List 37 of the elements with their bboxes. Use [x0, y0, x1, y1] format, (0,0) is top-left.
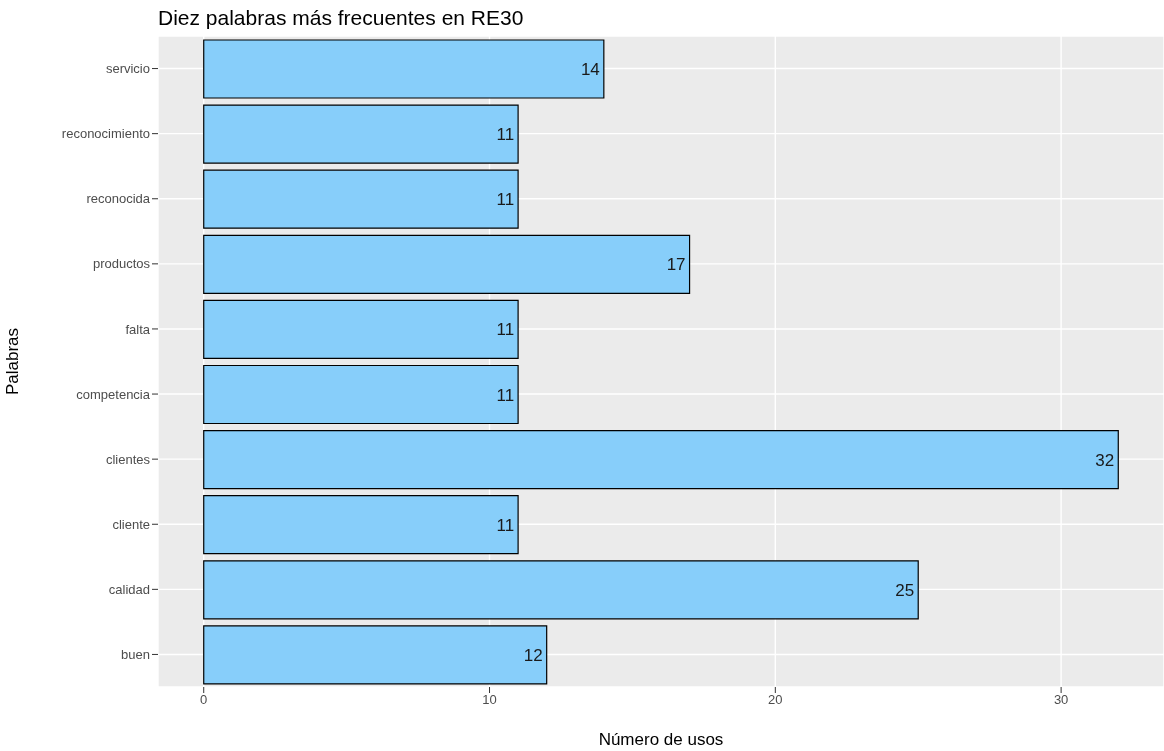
chart-title: Diez palabras más frecuentes en RE30: [158, 6, 524, 30]
y-tick-label: competencia: [76, 386, 151, 402]
data-label: 11: [496, 320, 515, 340]
bar: [203, 299, 519, 359]
bar: [203, 364, 519, 425]
y-tick-label: reconocimiento: [61, 126, 150, 142]
x-tick-label: 20: [768, 692, 783, 708]
data-label: 25: [895, 580, 915, 600]
y-tick-label: clientes: [105, 451, 151, 467]
bar: [203, 169, 519, 229]
data-label: 11: [496, 515, 515, 535]
y-tick-label: productos: [92, 256, 151, 272]
x-tick-label: 0: [200, 692, 208, 708]
data-label: 17: [666, 255, 686, 275]
bar: [203, 39, 605, 99]
data-label: 12: [523, 645, 543, 665]
y-tick-label: cliente: [112, 516, 150, 532]
data-label: 11: [496, 385, 515, 405]
bar: [203, 625, 548, 685]
y-tick-label: calidad: [108, 581, 150, 597]
bar: [203, 560, 919, 620]
y-tick-label: reconocida: [86, 191, 151, 207]
y-tick-label: servicio: [105, 61, 150, 77]
x-tick-label: 10: [482, 692, 497, 708]
data-label: 14: [580, 60, 600, 80]
y-axis-title: Palabras: [3, 327, 23, 396]
bar: [203, 430, 1119, 490]
x-axis-title: Número de usos: [598, 730, 724, 749]
data-label: 32: [1095, 450, 1115, 470]
bar: [203, 234, 691, 294]
bar: [203, 495, 519, 555]
x-tick-label: 30: [1053, 692, 1069, 708]
y-tick-label: falta: [125, 321, 151, 337]
bar: [203, 104, 519, 164]
data-label: 11: [496, 190, 515, 210]
data-label: 11: [496, 125, 515, 145]
y-tick-label: buen: [121, 647, 150, 663]
